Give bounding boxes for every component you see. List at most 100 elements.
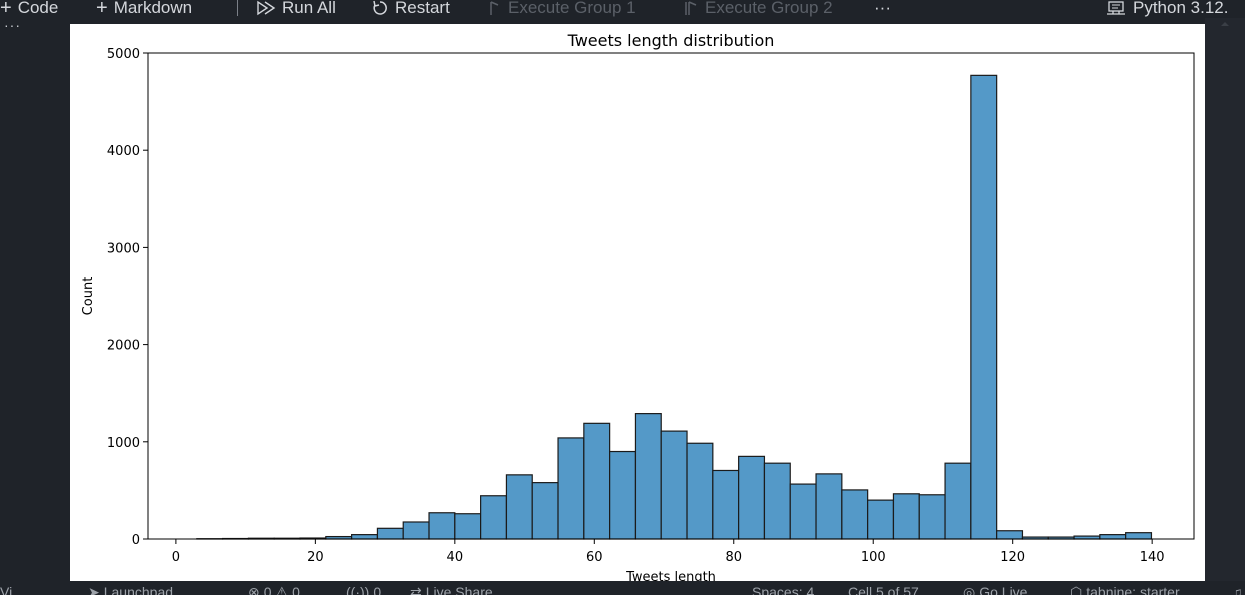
more-actions-button[interactable]: ···	[874, 0, 891, 18]
broadcast-icon: ◎	[963, 584, 976, 595]
live-share-button[interactable]: ⇄ Live Share	[410, 585, 493, 595]
scroll-up-icon[interactable]	[1221, 22, 1229, 26]
y-tick-label: 1000	[107, 436, 140, 451]
histogram-bar	[815, 473, 843, 540]
histogram-bar	[531, 482, 559, 540]
x-tick-label: 0	[172, 550, 180, 565]
run-all-button[interactable]: Run All	[256, 0, 336, 18]
axes-frame	[147, 52, 1195, 540]
execute-group-2-button[interactable]: Execute Group 2	[683, 0, 833, 18]
execute-group-1-label: Execute Group 1	[508, 0, 636, 17]
code-label: Code	[17, 0, 59, 17]
broadcast-icon: ((·))	[346, 584, 370, 595]
status-view[interactable]: Vi	[0, 585, 12, 595]
histogram-bar	[918, 494, 946, 540]
histogram-bar	[376, 527, 404, 540]
ports-count: 0	[373, 584, 382, 595]
go-live-button[interactable]: ◎ Go Live	[963, 585, 1027, 595]
kernel-picker[interactable]: Python 3.12.	[1105, 0, 1228, 18]
y-tick-label: 4000	[107, 144, 140, 159]
problems-indicator[interactable]: ⊗ 0 ⚠ 0	[248, 585, 300, 595]
tabnine-icon: ⬡	[1070, 584, 1083, 595]
x-tick-label: 100	[861, 550, 886, 565]
histogram-bar	[480, 495, 508, 540]
histogram-bar	[712, 469, 740, 540]
histogram-chart: 0 20 40 60 80 100 120 140 0 1000 2000 3000 4000 5000…	[81, 31, 1195, 581]
execute-group-icon	[488, 0, 502, 16]
more-icon: ···	[874, 0, 891, 17]
restart-label: Restart	[395, 0, 450, 17]
spaces-label: Spaces: 4	[752, 584, 815, 595]
x-tick-label: 140	[1140, 550, 1165, 565]
x-tick-label: 40	[447, 550, 464, 565]
bell-icon: ♫	[1232, 584, 1243, 595]
warnings-count: 0	[292, 584, 300, 595]
launchpad-label: Launchpad	[103, 584, 174, 595]
live-share-icon: ⇄	[410, 584, 422, 595]
status-view-label: Vi	[0, 584, 13, 595]
y-tick-label: 0	[132, 533, 140, 548]
histogram-bars	[196, 74, 1153, 540]
error-icon: ⊗	[248, 584, 260, 595]
ports-indicator[interactable]: ((·)) 0	[346, 585, 381, 595]
live-share-label: Live Share	[425, 584, 493, 595]
restart-button[interactable]: Restart	[371, 0, 450, 18]
kernel-icon	[1105, 0, 1127, 16]
cell-more-actions-button[interactable]: ···	[4, 17, 21, 33]
kernel-label: Python 3.12.	[1133, 0, 1229, 17]
histogram-bar	[763, 462, 791, 540]
y-tick-label: 3000	[107, 241, 140, 256]
x-tick-label: 60	[586, 550, 603, 565]
indentation-indicator[interactable]: Spaces: 4	[752, 585, 814, 595]
y-axis-ticks: 0 1000 2000 3000 4000 5000	[107, 47, 148, 548]
add-code-cell-button[interactable]: + Code	[0, 0, 58, 18]
histogram-bar	[557, 437, 585, 540]
execute-group-icon	[683, 0, 699, 16]
x-axis-label: Tweets length	[625, 570, 716, 581]
histogram-bar	[660, 430, 688, 540]
histogram-bar	[970, 74, 998, 540]
histogram-bar	[609, 450, 637, 540]
y-tick-label: 5000	[107, 47, 140, 62]
restart-icon	[371, 0, 389, 16]
histogram-bar	[428, 512, 456, 540]
status-bar: Vi ➤ Launchpad ⊗ 0 ⚠ 0 ((·)) 0 ⇄ Live Sh…	[0, 581, 1245, 595]
histogram-bar	[351, 534, 379, 540]
markdown-label: Markdown	[113, 0, 193, 17]
notifications-button[interactable]: ♫	[1232, 585, 1243, 595]
histogram-bar	[505, 474, 533, 540]
y-tick-label: 2000	[107, 339, 140, 354]
editor-right-gutter	[1205, 18, 1245, 581]
histogram-bar	[944, 462, 972, 540]
cell-position-label: Cell 5 of 57	[848, 584, 919, 595]
x-tick-label: 80	[725, 550, 742, 565]
launchpad-button[interactable]: ➤ Launchpad	[88, 585, 173, 595]
execute-group-2-label: Execute Group 2	[705, 0, 833, 17]
x-tick-label: 120	[1000, 550, 1025, 565]
x-tick-label: 20	[307, 550, 324, 565]
histogram-bar	[867, 499, 895, 540]
histogram-bar	[583, 422, 611, 540]
cell-position-indicator[interactable]: Cell 5 of 57	[848, 585, 919, 595]
send-icon: ➤	[88, 584, 100, 595]
histogram-bar	[1099, 534, 1127, 540]
tabnine-label: tabnine: starter	[1086, 584, 1180, 595]
add-markdown-cell-button[interactable]: + Markdown	[96, 0, 192, 18]
histogram-bar	[892, 493, 920, 540]
go-live-label: Go Live	[979, 584, 1028, 595]
histogram-bar	[1125, 532, 1153, 540]
execute-group-1-button[interactable]: Execute Group 1	[488, 0, 636, 18]
histogram-bar	[402, 521, 430, 540]
plus-icon: +	[0, 0, 12, 18]
histogram-bar	[454, 513, 482, 540]
histogram-bar	[996, 530, 1024, 540]
chart-title: Tweets length distribution	[567, 31, 775, 50]
warning-icon: ⚠	[275, 584, 289, 595]
histogram-bar	[789, 483, 817, 540]
histogram-bar	[738, 455, 766, 540]
tabnine-indicator[interactable]: ⬡ tabnine: starter	[1070, 585, 1180, 595]
run-all-icon	[256, 0, 276, 16]
y-axis-label: Count	[81, 277, 96, 316]
notebook-toolbar: + Code + Markdown Run All Restart Execut…	[0, 0, 1245, 18]
histogram-bar	[686, 442, 714, 540]
